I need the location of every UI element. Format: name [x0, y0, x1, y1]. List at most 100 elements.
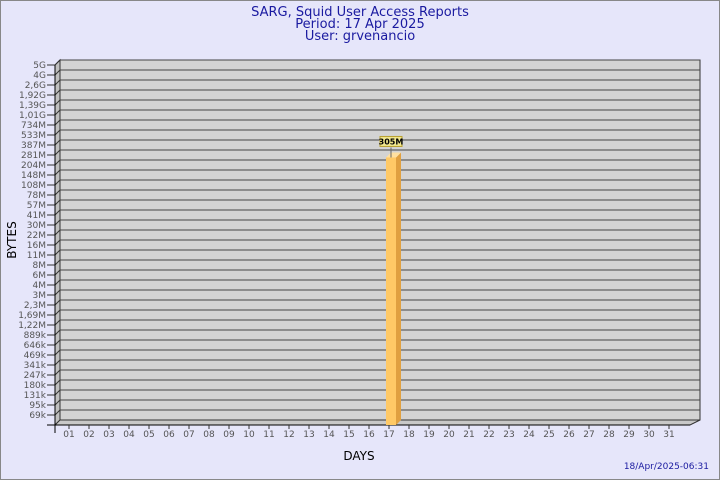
- x-tick-label: 23: [503, 430, 514, 440]
- y-tick-label: 1,69M: [18, 311, 46, 321]
- y-tick-diagonal: [54, 259, 61, 266]
- chart-title: SARG, Squid User Access Reports: [251, 5, 469, 20]
- x-tick-label: 27: [583, 430, 594, 440]
- y-axis-label: BYTES: [5, 221, 19, 258]
- y-tick-label: 1,92G: [19, 91, 46, 101]
- y-tick-label: 387M: [21, 141, 46, 151]
- x-tick-label: 25: [543, 430, 554, 440]
- y-tick-label: 646k: [24, 341, 47, 351]
- y-tick-diagonal: [54, 229, 61, 236]
- y-tick-label: 734M: [21, 121, 46, 131]
- y-tick-label: 11M: [27, 251, 46, 261]
- x-tick-label: 24: [523, 430, 535, 440]
- y-tick-diagonal: [54, 199, 61, 206]
- y-tick-diagonal: [54, 179, 61, 186]
- chart-period: Period: 17 Apr 2025: [295, 17, 424, 32]
- y-tick-label: 41M: [27, 211, 46, 221]
- x-tick-label: 11: [263, 430, 274, 440]
- y-tick-diagonal: [54, 319, 61, 326]
- y-tick-diagonal: [54, 339, 61, 346]
- y-tick-diagonal: [54, 219, 61, 226]
- y-tick-label: 8M: [33, 261, 47, 271]
- y-tick-label: 95k: [29, 401, 46, 411]
- x-tick-label: 16: [363, 430, 375, 440]
- y-tick-diagonal: [54, 119, 61, 126]
- y-tick-label: 1,22M: [18, 321, 46, 331]
- x-tick-label: 30: [643, 430, 655, 440]
- y-tick-diagonal: [54, 309, 61, 316]
- x-tick-label: 15: [343, 430, 354, 440]
- x-tick-label: 17: [383, 430, 394, 440]
- x-tick-label: 22: [483, 430, 494, 440]
- y-tick-diagonal: [54, 289, 61, 296]
- y-tick-diagonal: [54, 189, 61, 196]
- y-tick-label: 204M: [21, 161, 46, 171]
- x-axis-label: DAYS: [343, 449, 374, 463]
- x-tick-label: 07: [183, 430, 194, 440]
- x-tick-label: 04: [123, 430, 135, 440]
- y-tick-diagonal: [54, 249, 61, 256]
- data-label: 305M: [379, 137, 404, 146]
- y-tick-diagonal: [54, 149, 61, 156]
- bar-front: [386, 157, 396, 426]
- data-label-box: [379, 135, 403, 147]
- y-tick-label: 1,39G: [19, 101, 46, 111]
- x-tick-label: 06: [163, 430, 175, 440]
- y-tick-label: 30M: [27, 221, 46, 231]
- y-tick-diagonal: [54, 359, 61, 366]
- plot-floor: [53, 419, 701, 426]
- y-tick-label: 6M: [33, 271, 47, 281]
- generated-timestamp: 18/Apr/2025-06:31: [624, 462, 709, 472]
- y-tick-label: 247k: [24, 371, 47, 381]
- y-tick-label: 3M: [33, 291, 47, 301]
- x-tick-label: 31: [663, 430, 674, 440]
- y-tick-diagonal: [54, 69, 61, 76]
- x-tick-label: 03: [103, 430, 114, 440]
- y-tick-label: 889k: [24, 331, 47, 341]
- y-tick-diagonal: [54, 169, 61, 176]
- x-tick-label: 12: [283, 430, 294, 440]
- y-tick-diagonal: [54, 349, 61, 356]
- y-tick-label: 16M: [27, 241, 46, 251]
- y-tick-diagonal: [54, 409, 61, 416]
- chart-user: User: grvenancio: [305, 29, 415, 44]
- y-tick-diagonal: [54, 329, 61, 336]
- y-tick-label: 78M: [27, 191, 46, 201]
- y-tick-label: 5G: [33, 61, 46, 71]
- y-tick-diagonal: [54, 129, 61, 136]
- bar-top: [386, 152, 401, 158]
- y-tick-diagonal: [54, 139, 61, 146]
- y-tick-diagonal: [54, 279, 61, 286]
- x-tick-label: 02: [83, 430, 94, 440]
- y-tick-diagonal: [54, 109, 61, 116]
- x-tick-label: 13: [303, 430, 314, 440]
- x-tick-label: 10: [243, 430, 255, 440]
- x-tick-label: 18: [403, 430, 415, 440]
- x-tick-label: 26: [563, 430, 575, 440]
- y-tick-diagonal: [54, 389, 61, 396]
- x-tick-label: 19: [423, 430, 435, 440]
- y-tick-diagonal: [54, 369, 61, 376]
- y-tick-label: 1,01G: [19, 111, 46, 121]
- bar-side: [396, 152, 401, 426]
- y-tick-label: 108M: [21, 181, 46, 191]
- x-tick-label: 09: [223, 430, 235, 440]
- y-tick-diagonal: [54, 209, 61, 216]
- y-tick-label: 341k: [24, 361, 47, 371]
- y-tick-diagonal: [54, 269, 61, 276]
- y-tick-diagonal: [54, 239, 61, 246]
- y-tick-diagonal: [54, 79, 61, 86]
- y-tick-label: 22M: [27, 231, 46, 241]
- y-tick-label: 180k: [24, 381, 47, 391]
- x-tick-label: 20: [443, 430, 455, 440]
- y-tick-label: 2,6G: [25, 81, 46, 91]
- y-tick-diagonal: [54, 399, 61, 406]
- y-tick-label: 281M: [21, 151, 46, 161]
- y-tick-label: 2,3M: [24, 301, 46, 311]
- x-tick-label: 01: [63, 430, 74, 440]
- y-tick-diagonal: [54, 379, 61, 386]
- y-tick-diagonal: [54, 299, 61, 306]
- y-tick-label: 148M: [21, 171, 46, 181]
- x-tick-label: 05: [143, 430, 154, 440]
